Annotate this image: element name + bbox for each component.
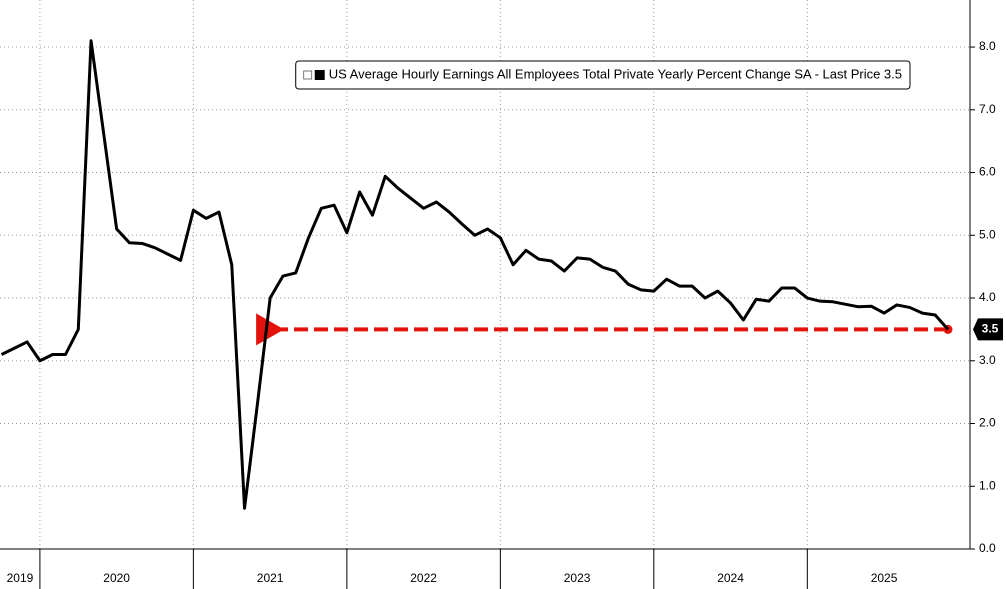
y-tick-label: 7.0 [979,102,996,116]
y-tick-label: 5.0 [979,227,996,241]
x-tick-label: 2020 [103,571,130,585]
last-price-label: 3.5 [982,322,999,336]
y-tick-label: 0.0 [979,541,996,555]
x-tick-label: 2022 [410,571,437,585]
y-tick-label: 1.0 [979,478,996,492]
legend-toggle [303,70,313,80]
y-tick-label: 3.0 [979,353,996,367]
series-line [0,39,950,510]
legend-label: US Average Hourly Earnings All Employees… [329,66,902,81]
x-tick-label: 2024 [717,571,744,585]
legend-box [295,60,911,90]
y-tick-label: 8.0 [979,39,996,53]
last-price-box [973,318,1003,341]
y-tick-label: 4.0 [979,290,996,304]
x-tick-label: 2025 [871,571,898,585]
y-tick-label: 2.0 [979,416,996,430]
x-tick-label: 2023 [564,571,591,585]
y-tick-label: 6.0 [979,165,996,179]
x-tick-label: 2019 [7,571,34,585]
legend: US Average Hourly Earnings All Employees… [295,60,911,90]
legend-swatch [314,70,325,80]
x-tick-label: 2021 [257,571,284,585]
